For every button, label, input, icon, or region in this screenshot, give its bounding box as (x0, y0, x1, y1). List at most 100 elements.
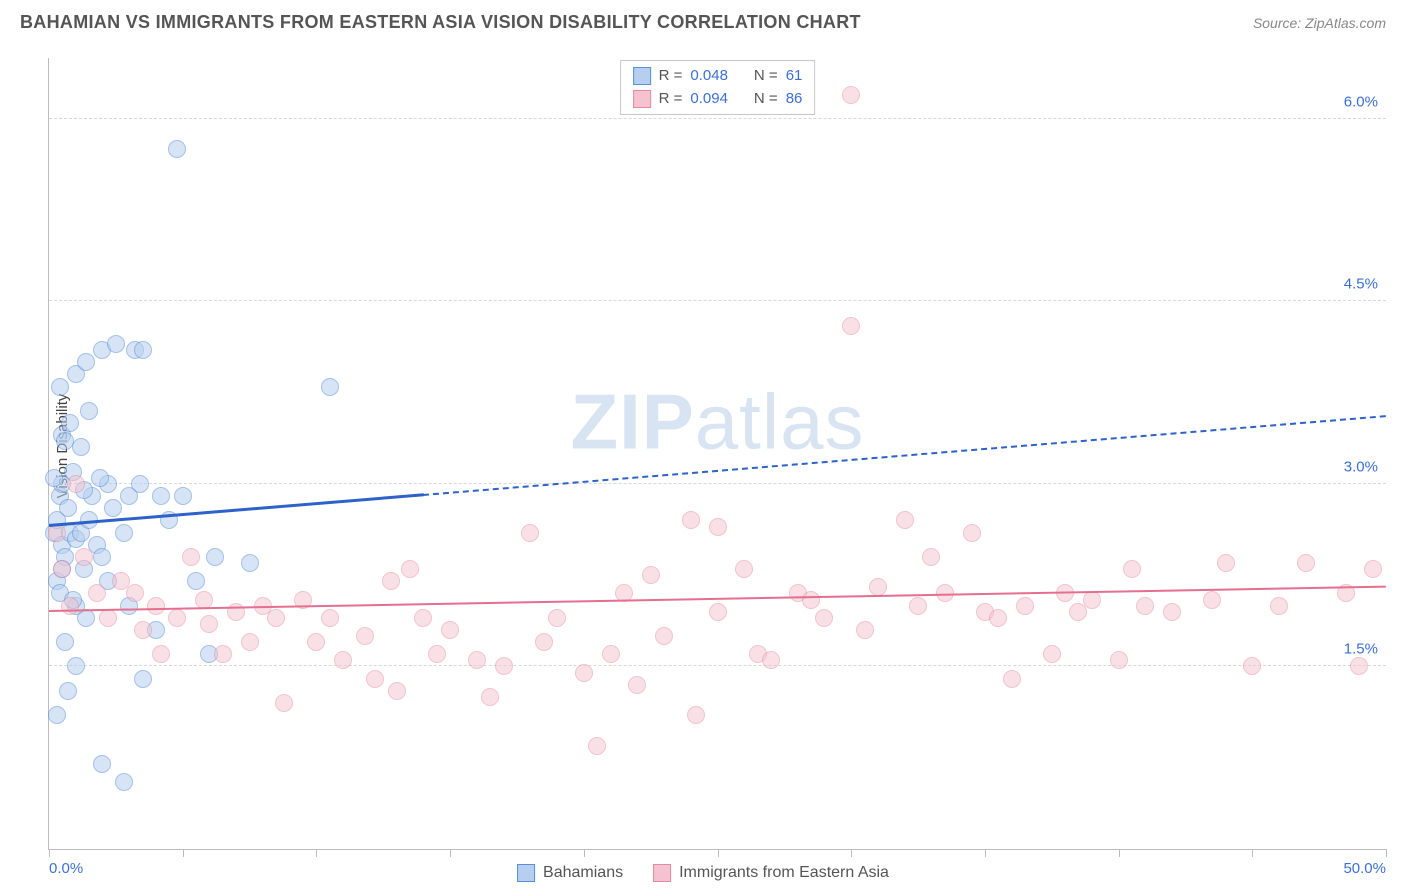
data-point (989, 609, 1007, 627)
data-point (115, 773, 133, 791)
data-point (241, 554, 259, 572)
data-point (99, 609, 117, 627)
data-point (642, 566, 660, 584)
source-attribution: Source: ZipAtlas.com (1253, 15, 1386, 31)
data-point (1243, 657, 1261, 675)
data-point (414, 609, 432, 627)
data-point (45, 469, 63, 487)
stats-legend: R = 0.048 N = 61 R = 0.094 N = 86 (620, 60, 816, 115)
gridline (49, 118, 1386, 119)
data-point (206, 548, 224, 566)
data-point (909, 597, 927, 615)
x-tick (1386, 849, 1387, 857)
data-point (1297, 554, 1315, 572)
data-point (548, 609, 566, 627)
x-tick (718, 849, 719, 857)
data-point (842, 86, 860, 104)
y-tick-label: 4.5% (1344, 276, 1378, 293)
data-point (61, 597, 79, 615)
data-point (1364, 560, 1382, 578)
data-point (802, 591, 820, 609)
data-point (59, 499, 77, 517)
data-point (267, 609, 285, 627)
data-point (152, 487, 170, 505)
data-point (200, 615, 218, 633)
data-point (521, 524, 539, 542)
gridline (49, 300, 1386, 301)
legend-item-2: Immigrants from Eastern Asia (653, 864, 889, 882)
data-point (134, 341, 152, 359)
x-axis-max-label: 50.0% (1343, 860, 1386, 877)
y-tick-label: 6.0% (1344, 93, 1378, 110)
data-point (241, 633, 259, 651)
data-point (401, 560, 419, 578)
data-point (56, 633, 74, 651)
data-point (91, 469, 109, 487)
data-point (152, 645, 170, 663)
data-point (187, 572, 205, 590)
data-point (75, 548, 93, 566)
data-point (1043, 645, 1061, 663)
x-axis-min-label: 0.0% (49, 860, 83, 877)
data-point (93, 548, 111, 566)
data-point (896, 511, 914, 529)
data-point (80, 402, 98, 420)
data-point (1163, 603, 1181, 621)
data-point (51, 378, 69, 396)
data-point (168, 140, 186, 158)
x-tick (1119, 849, 1120, 857)
data-point (687, 706, 705, 724)
data-point (1016, 597, 1034, 615)
data-point (53, 560, 71, 578)
data-point (126, 584, 144, 602)
swatch-series-2 (633, 90, 651, 108)
data-point (602, 645, 620, 663)
data-point (1110, 651, 1128, 669)
data-point (195, 591, 213, 609)
data-point (963, 524, 981, 542)
data-point (1123, 560, 1141, 578)
x-tick (985, 849, 986, 857)
data-point (61, 414, 79, 432)
data-point (321, 378, 339, 396)
data-point (366, 670, 384, 688)
data-point (735, 560, 753, 578)
data-point (88, 584, 106, 602)
data-point (134, 621, 152, 639)
data-point (131, 475, 149, 493)
data-point (56, 432, 74, 450)
data-point (535, 633, 553, 651)
chart-title: BAHAMIAN VS IMMIGRANTS FROM EASTERN ASIA… (20, 12, 861, 33)
data-point (93, 755, 111, 773)
data-point (869, 578, 887, 596)
data-point (856, 621, 874, 639)
data-point (168, 609, 186, 627)
data-point (388, 682, 406, 700)
x-tick (183, 849, 184, 857)
watermark: ZIPatlas (570, 376, 864, 467)
data-point (275, 694, 293, 712)
data-point (174, 487, 192, 505)
data-point (59, 682, 77, 700)
data-point (214, 645, 232, 663)
data-point (1083, 591, 1101, 609)
data-point (842, 317, 860, 335)
data-point (1136, 597, 1154, 615)
data-point (468, 651, 486, 669)
data-point (428, 645, 446, 663)
data-point (227, 603, 245, 621)
data-point (147, 597, 165, 615)
swatch-icon (517, 864, 535, 882)
gridline (49, 665, 1386, 666)
data-point (334, 651, 352, 669)
data-point (115, 524, 133, 542)
data-point (441, 621, 459, 639)
x-tick (1252, 849, 1253, 857)
data-point (107, 335, 125, 353)
data-point (575, 664, 593, 682)
data-point (72, 438, 90, 456)
swatch-icon (653, 864, 671, 882)
data-point (67, 475, 85, 493)
data-point (1270, 597, 1288, 615)
data-point (321, 609, 339, 627)
